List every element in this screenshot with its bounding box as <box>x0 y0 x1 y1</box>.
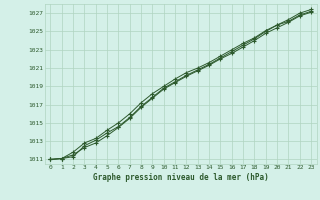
X-axis label: Graphe pression niveau de la mer (hPa): Graphe pression niveau de la mer (hPa) <box>93 173 269 182</box>
